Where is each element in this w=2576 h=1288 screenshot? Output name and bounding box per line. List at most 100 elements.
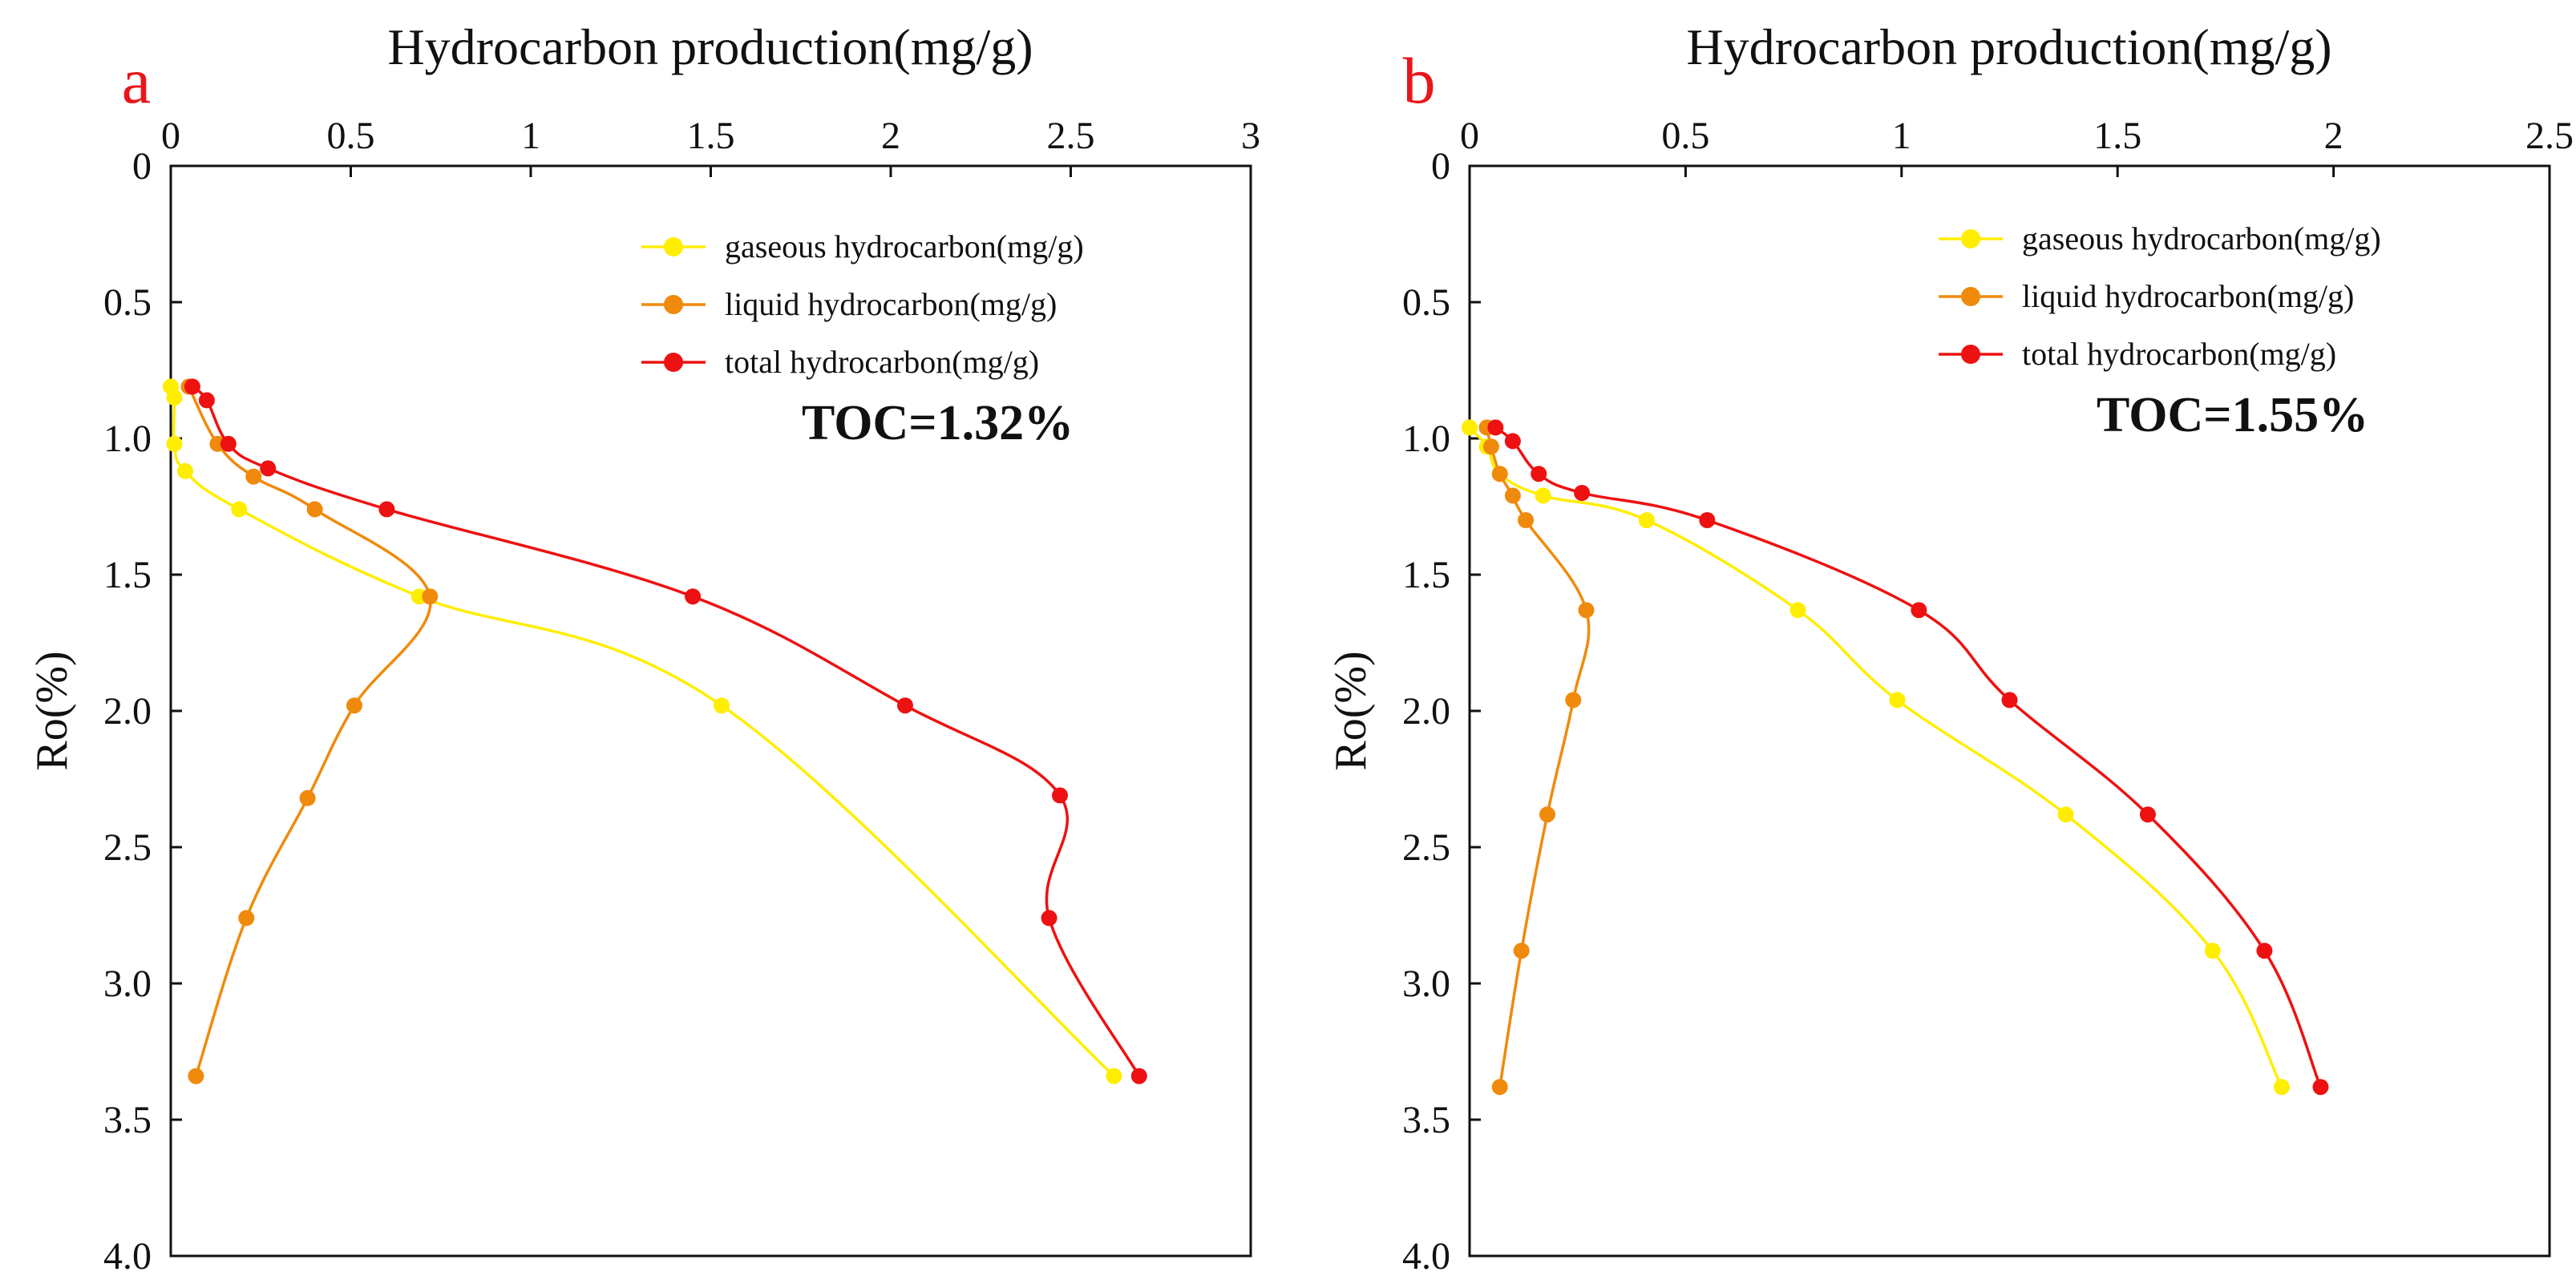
- data-point: [184, 378, 200, 395]
- data-point: [1504, 433, 1521, 450]
- data-point: [231, 501, 248, 518]
- data-point: [260, 460, 277, 477]
- data-point: [220, 435, 237, 452]
- series-0: [163, 378, 1122, 1084]
- data-point: [2273, 1079, 2290, 1096]
- data-point: [1578, 602, 1595, 619]
- x-tick-label: 0.5: [327, 115, 375, 157]
- series-1: [1478, 419, 1595, 1096]
- x-tick-label: 2.5: [2525, 115, 2574, 157]
- data-point: [166, 390, 183, 406]
- y-tick-label: 0: [132, 145, 152, 188]
- data-point: [1491, 466, 1508, 482]
- plot-frame: [169, 164, 1252, 1258]
- data-point: [1513, 943, 1530, 959]
- y-tick-label: 3.0: [1402, 963, 1450, 1005]
- series-line: [1485, 426, 1591, 1088]
- data-point: [2057, 806, 2074, 823]
- y-tick-label: 1.0: [103, 418, 152, 460]
- data-point: [1041, 910, 1057, 927]
- toc-annotation: TOC=1.55%: [2097, 388, 2368, 442]
- x-tick-label: 1: [1892, 115, 1911, 157]
- data-point: [1504, 487, 1521, 504]
- chart-panel-b: b Hydrocarbon production(mg/g) 0 0.5 1 1.5 2 2.…: [1326, 18, 2574, 1278]
- panel-letter: b: [1403, 44, 1436, 117]
- data-point: [422, 588, 439, 605]
- legend-marker: [664, 237, 683, 256]
- data-point: [1539, 806, 1555, 823]
- y-tick-label: 0: [1431, 145, 1450, 188]
- data-point: [2256, 943, 2273, 959]
- data-point: [1518, 512, 1535, 528]
- x-tick-label: 0.5: [1661, 115, 1709, 157]
- y-tick-label: 4.0: [103, 1235, 152, 1278]
- series-line: [191, 385, 1141, 1078]
- data-point: [896, 697, 913, 714]
- data-point: [1531, 466, 1547, 482]
- x-axis-title: Hydrocarbon production(mg/g): [1686, 18, 2331, 75]
- y-tick-label: 3.5: [103, 1099, 152, 1141]
- x-tick-label: 1.5: [2093, 115, 2141, 157]
- y-tick-label: 3.5: [1402, 1099, 1450, 1141]
- toc-annotation: TOC=1.32%: [802, 396, 1074, 450]
- data-point: [1699, 512, 1716, 528]
- data-point: [1462, 419, 1478, 436]
- series-2: [184, 378, 1147, 1084]
- series-line: [1494, 426, 2323, 1088]
- x-tick-label: 1: [521, 115, 540, 157]
- y-tick-label: 2.0: [1402, 690, 1450, 733]
- data-point: [1491, 1079, 1508, 1096]
- y-tick-label: 1.5: [1402, 554, 1450, 596]
- x-axis-title: Hydrocarbon production(mg/g): [387, 18, 1033, 75]
- x-tick-label: 2: [881, 115, 900, 157]
- data-point: [1789, 602, 1806, 619]
- legend-label: liquid hydrocarbon(mg/g): [2022, 278, 2354, 314]
- x-tick-label: 1.5: [687, 115, 735, 157]
- data-point: [1638, 512, 1655, 528]
- panel-letter: a: [122, 44, 151, 117]
- x-tick-label: 2: [2324, 115, 2343, 157]
- data-point: [346, 697, 362, 714]
- data-point: [1482, 438, 1499, 455]
- data-point: [176, 462, 193, 479]
- y-tick-label: 2.5: [103, 826, 152, 869]
- legend: gaseous hydrocarbon(mg/g) liquid hydrocar…: [641, 228, 1084, 380]
- data-point: [245, 468, 262, 485]
- legend-label: total hydrocarbon(mg/g): [2022, 336, 2336, 372]
- data-point: [1889, 692, 1906, 709]
- y-tick-label: 0.5: [103, 281, 152, 324]
- data-point: [299, 789, 316, 806]
- data-point: [1911, 602, 1927, 619]
- plot-frame: [1468, 164, 2551, 1258]
- series-1: [180, 378, 439, 1084]
- series-line: [169, 385, 1116, 1078]
- data-point: [1106, 1068, 1122, 1084]
- legend-label: gaseous hydrocarbon(mg/g): [725, 228, 1084, 264]
- data-point: [1487, 419, 1504, 436]
- data-point: [2001, 692, 2018, 709]
- series-0: [1462, 419, 2290, 1096]
- data-point: [188, 1068, 204, 1084]
- data-point: [378, 501, 395, 518]
- legend-marker: [1961, 345, 1980, 364]
- legend: gaseous hydrocarbon(mg/g) liquid hydrocar…: [1939, 220, 2381, 372]
- x-tick-label: 0: [1460, 115, 1479, 157]
- legend-marker: [1961, 287, 1980, 306]
- data-point: [1535, 487, 1551, 504]
- data-point: [2139, 806, 2156, 823]
- y-tick-label: 2.0: [103, 690, 152, 733]
- series-2: [1487, 419, 2329, 1096]
- y-tick-label: 1.5: [103, 554, 152, 596]
- x-tick-label: 0: [161, 115, 180, 157]
- y-tick-label: 2.5: [1402, 826, 1450, 869]
- data-point: [238, 910, 255, 927]
- data-point: [198, 392, 215, 409]
- y-tick-label: 3.0: [103, 963, 152, 1005]
- data-point: [306, 501, 323, 518]
- chart-panel-a: a Hydrocarbon production(mg/g) 0 0.5 1 1.5 2 2.…: [27, 18, 1260, 1278]
- y-tick-label: 0.5: [1402, 281, 1450, 324]
- data-point: [713, 697, 730, 714]
- series-line: [187, 385, 432, 1078]
- y-tick-label: 4.0: [1402, 1235, 1450, 1278]
